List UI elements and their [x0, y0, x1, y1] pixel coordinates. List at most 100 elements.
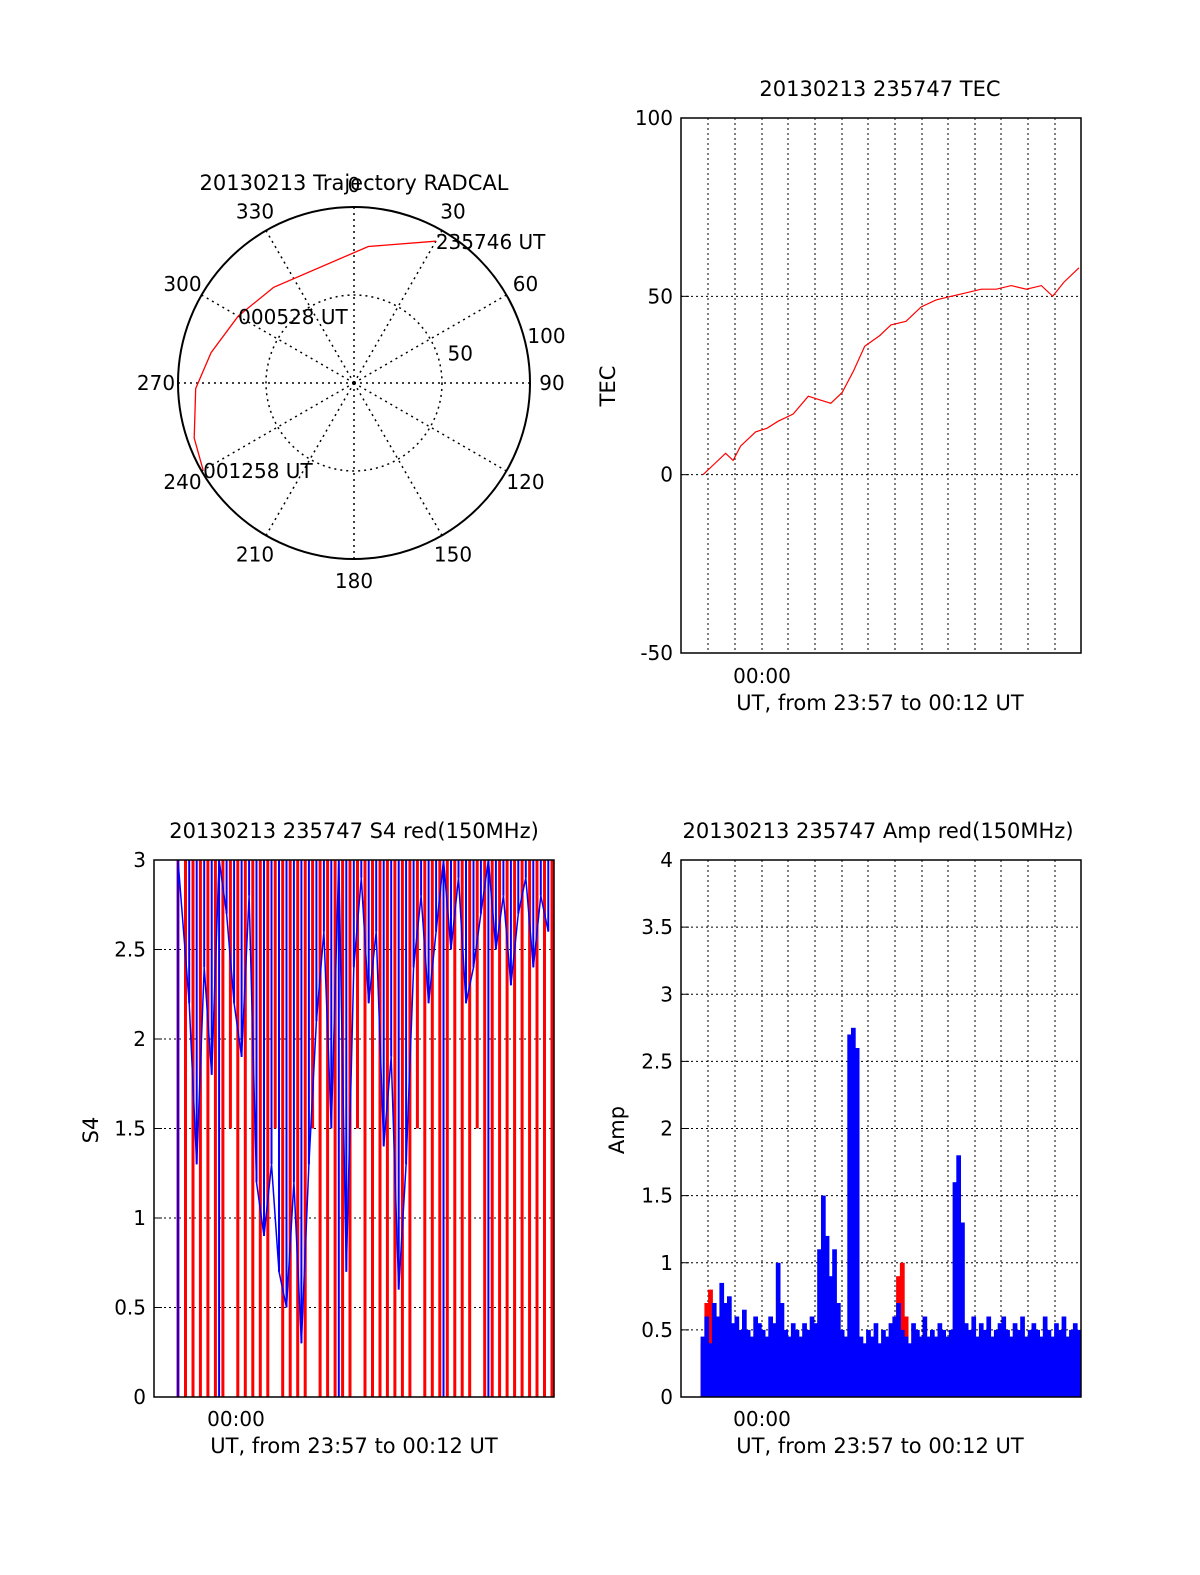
polar-radial-label: 100 — [527, 324, 565, 348]
amp-bar — [896, 1303, 901, 1397]
amp-bar — [918, 1336, 924, 1397]
polar-radial-labels: 50 100 — [448, 324, 566, 365]
polar-azimuth-label: 330 — [236, 200, 274, 224]
polar-track — [193, 240, 436, 471]
amp-bar — [1035, 1329, 1040, 1397]
amp-y-tick-label: 3 — [660, 982, 673, 1006]
amp-bar — [700, 1336, 706, 1397]
amp-y-tick-label: 1 — [660, 1251, 673, 1275]
amp-bar — [1061, 1316, 1067, 1397]
polar-azimuth-label: 0 — [348, 173, 361, 197]
polar-azimuth-label: 270 — [137, 371, 175, 395]
polar-spoke — [353, 230, 443, 384]
amp-bar — [866, 1329, 871, 1397]
amp-bar — [1031, 1323, 1037, 1397]
amp-bar — [967, 1329, 973, 1397]
amp-y-tick-label: 1.5 — [641, 1184, 673, 1208]
amp-bar — [783, 1329, 789, 1397]
amp-bar — [1072, 1323, 1078, 1397]
amp-bar — [971, 1316, 977, 1397]
amp-bar — [745, 1329, 751, 1397]
amp-plot: 20130213 235747 Amp red(150MHz) 0 0.5 1 1.5… — [605, 819, 1082, 1458]
polar-azimuth-label: 90 — [539, 371, 564, 395]
amp-bar — [881, 1329, 886, 1397]
amp-bar — [764, 1336, 770, 1397]
amp-bar — [794, 1329, 800, 1397]
amp-bar — [862, 1343, 867, 1397]
polar-track-line — [193, 240, 436, 471]
amp-y-tick-label: 2 — [660, 1117, 673, 1141]
amp-bar — [1065, 1336, 1071, 1397]
amp-bar — [836, 1303, 841, 1397]
polar-spoke — [353, 382, 507, 472]
tec-ylabel: TEC — [596, 366, 620, 408]
amp-bar — [854, 1048, 860, 1397]
s4-y-tick-label: 2 — [133, 1027, 146, 1051]
s4-plot: 20130213 235747 S4 red(150MHz) 0 0.5 1 1.5 2… — [79, 819, 555, 1458]
amp-bar — [1046, 1329, 1052, 1397]
amp-bar — [956, 1155, 961, 1397]
polar-azimuth-label: 120 — [506, 470, 544, 494]
amp-bar — [821, 1195, 826, 1397]
polar-azimuth-label: 180 — [335, 569, 373, 593]
amp-bar — [975, 1336, 980, 1397]
amp-bar — [903, 1336, 909, 1397]
tec-x-tick-label: 00:00 — [733, 664, 791, 688]
polar-azimuth-labels: 0 30 60 90 120 150 180 210 240 270 300 330 — [137, 173, 565, 593]
amp-bar — [775, 1262, 781, 1398]
polar-azimuth-label: 210 — [236, 542, 274, 566]
polar-azimuth-label: 240 — [163, 470, 201, 494]
s4-ylabel: S4 — [79, 1117, 103, 1144]
amp-bar — [813, 1323, 819, 1397]
amp-bar — [715, 1316, 721, 1397]
s4-y-tick-label: 1 — [133, 1206, 146, 1230]
amp-bar — [742, 1309, 747, 1397]
amp-bar — [986, 1316, 992, 1397]
tec-xlabel: UT, from 23:57 to 00:12 UT — [736, 691, 1024, 715]
amp-y-tick-label: 2.5 — [641, 1049, 673, 1073]
polar-grid — [177, 206, 531, 560]
amp-bar — [960, 1222, 965, 1397]
polar-azimuth-label: 30 — [440, 200, 465, 224]
amp-bar — [851, 1027, 856, 1397]
amp-bar — [1024, 1336, 1029, 1397]
amp-bar — [723, 1303, 728, 1397]
amp-bar — [978, 1323, 984, 1397]
amp-bar — [798, 1336, 804, 1397]
amp-bar — [926, 1336, 931, 1397]
s4-line — [177, 859, 550, 1344]
amp-bar — [727, 1296, 732, 1397]
polar-title: 20130213 Trajectory RADCAL — [200, 171, 509, 195]
amp-bar — [719, 1282, 725, 1397]
amp-bar — [1016, 1329, 1022, 1397]
amp-bar — [948, 1329, 954, 1397]
amp-bar — [911, 1323, 916, 1397]
amp-bar — [843, 1336, 849, 1397]
amp-bar — [907, 1343, 913, 1397]
amp-bar — [884, 1336, 890, 1397]
polar-radial-label: 50 — [448, 342, 473, 366]
amp-bar — [708, 1343, 713, 1397]
amp-title: 20130213 235747 Amp red(150MHz) — [682, 819, 1073, 843]
amp-bar — [824, 1235, 830, 1397]
s4-title: 20130213 235747 S4 red(150MHz) — [169, 819, 539, 843]
amp-bar — [790, 1323, 796, 1397]
amp-bar — [760, 1329, 766, 1397]
amp-bar — [1054, 1323, 1059, 1397]
amp-bar — [1042, 1316, 1048, 1397]
tec-y-tick-label: 50 — [648, 284, 673, 308]
amp-bar — [1009, 1336, 1014, 1397]
amp-bar — [847, 1034, 852, 1397]
amp-bar — [930, 1329, 935, 1397]
amp-bar — [805, 1329, 811, 1397]
amp-bar — [922, 1316, 928, 1397]
amp-x-tick-label: 00:00 — [733, 1407, 791, 1431]
s4-series — [176, 859, 554, 1397]
amp-bar — [937, 1323, 943, 1397]
polar-annotation: 235746 UT — [436, 230, 546, 254]
amp-bar — [1012, 1323, 1018, 1397]
amp-bar — [1050, 1336, 1055, 1397]
s4-x-tick-label: 00:00 — [207, 1407, 265, 1431]
amp-bar — [993, 1329, 999, 1397]
amp-bar — [787, 1336, 792, 1397]
